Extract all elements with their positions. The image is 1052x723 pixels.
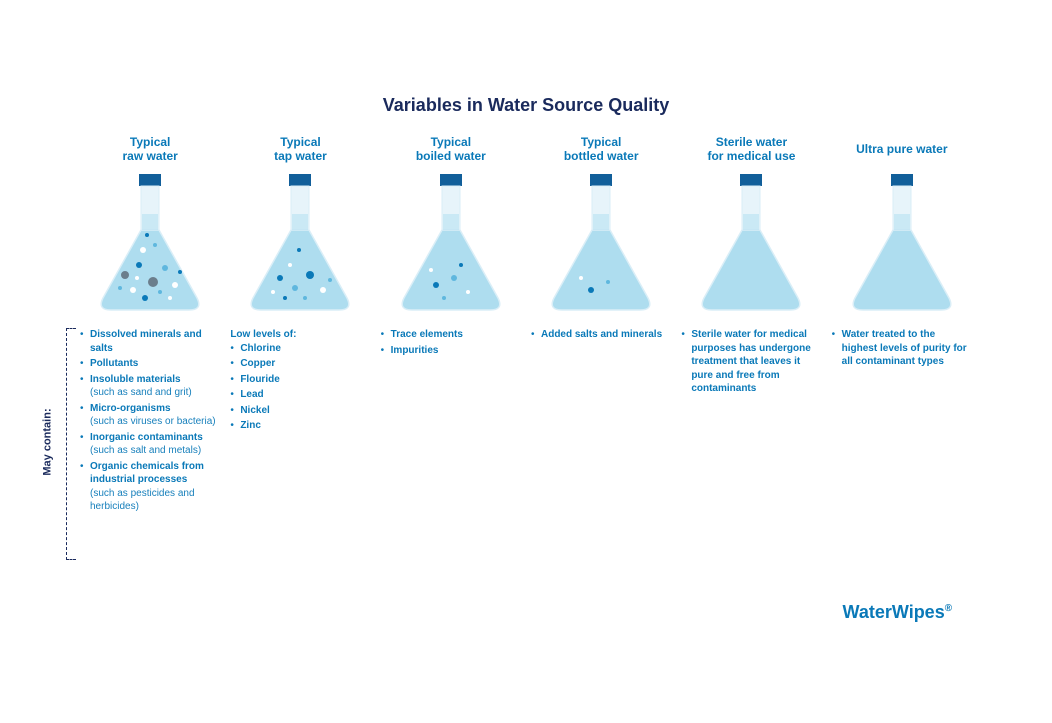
- flasks-row: [80, 170, 972, 320]
- desc-list: Added salts and minerals: [531, 328, 671, 342]
- logo-water: Water: [843, 602, 892, 622]
- desc-list: Sterile water for medical purposes has u…: [681, 328, 821, 396]
- desc-heading: Low levels of:: [230, 328, 370, 342]
- flask-svg: [386, 170, 516, 320]
- flask-column-5: [832, 170, 972, 320]
- logo-registered: ®: [945, 603, 952, 614]
- logo-wipes: Wipes: [892, 602, 945, 622]
- desc-item: Pollutants: [80, 357, 220, 371]
- column-label-3: Typical bottled water: [531, 132, 671, 170]
- desc-item: Inorganic contaminants(such as salt and …: [80, 431, 220, 458]
- flask-column-2: [381, 170, 521, 320]
- flask-icon: [85, 170, 215, 320]
- water-type-label: Typical tap water: [274, 132, 327, 166]
- desc-item: Zinc: [230, 419, 370, 433]
- flask-column-4: [681, 170, 821, 320]
- desc-item: Chlorine: [230, 342, 370, 356]
- desc-column-3: Added salts and minerals: [531, 328, 671, 516]
- column-label-1: Typical tap water: [230, 132, 370, 170]
- column-label-5: Ultra pure water: [832, 132, 972, 170]
- desc-column-5: Water treated to the highest levels of p…: [832, 328, 972, 516]
- water-type-label: Ultra pure water: [856, 132, 947, 166]
- labels-row: Typical raw water Typical tap water Typica…: [80, 132, 972, 170]
- column-label-2: Typical boiled water: [381, 132, 521, 170]
- flask-icon: [386, 170, 516, 320]
- water-type-label: Typical bottled water: [564, 132, 639, 166]
- desc-column-4: Sterile water for medical purposes has u…: [681, 328, 821, 516]
- may-contain-label: May contain:: [42, 408, 54, 475]
- may-contain-bracket: [66, 328, 76, 560]
- desc-item: Impurities: [381, 344, 521, 358]
- flask-svg: [536, 170, 666, 320]
- desc-item: Dissolved minerals and salts: [80, 328, 220, 355]
- desc-list: Water treated to the highest levels of p…: [832, 328, 972, 369]
- column-label-4: Sterile water for medical use: [681, 132, 821, 170]
- desc-item: Sterile water for medical purposes has u…: [681, 328, 821, 396]
- desc-item: Flouride: [230, 373, 370, 387]
- flask-icon: [235, 170, 365, 320]
- waterwipes-logo: WaterWipes®: [843, 602, 952, 623]
- page-title: Variables in Water Source Quality: [80, 95, 972, 116]
- desc-item: Added salts and minerals: [531, 328, 671, 342]
- flask-icon: [686, 170, 816, 320]
- desc-item: Copper: [230, 357, 370, 371]
- desc-column-0: Dissolved minerals and salts Pollutants In…: [80, 328, 220, 516]
- flask-column-3: [531, 170, 671, 320]
- desc-item: Micro-organisms(such as viruses or bacte…: [80, 402, 220, 429]
- flask-icon: [837, 170, 967, 320]
- desc-list: Trace elements Impurities: [381, 328, 521, 357]
- water-type-label: Sterile water for medical use: [707, 132, 795, 166]
- flask-svg: [85, 170, 215, 320]
- desc-list: Dissolved minerals and salts Pollutants In…: [80, 328, 220, 514]
- flask-svg: [235, 170, 365, 320]
- flask-svg: [686, 170, 816, 320]
- desc-item: Water treated to the highest levels of p…: [832, 328, 972, 369]
- infographic-container: Variables in Water Source Quality Typica…: [80, 95, 972, 516]
- flask-svg: [837, 170, 967, 320]
- desc-column-1: Low levels of:ChlorineCopper FlourideLead…: [230, 328, 370, 516]
- desc-column-2: Trace elements Impurities: [381, 328, 521, 516]
- water-type-label: Typical raw water: [122, 132, 177, 166]
- descriptions-row: May contain: Dissolved minerals and salt…: [80, 328, 972, 516]
- column-label-0: Typical raw water: [80, 132, 220, 170]
- flask-column-1: [230, 170, 370, 320]
- desc-list: ChlorineCopper FlourideLead NickelZinc: [230, 342, 370, 433]
- desc-item: Organic chemicals from industrial proces…: [80, 460, 220, 514]
- flask-column-0: [80, 170, 220, 320]
- desc-item: Trace elements: [381, 328, 521, 342]
- water-type-label: Typical boiled water: [416, 132, 486, 166]
- desc-item: Insoluble materials(such as sand and gri…: [80, 373, 220, 400]
- desc-item: Lead: [230, 388, 370, 402]
- flask-icon: [536, 170, 666, 320]
- desc-item: Nickel: [230, 404, 370, 418]
